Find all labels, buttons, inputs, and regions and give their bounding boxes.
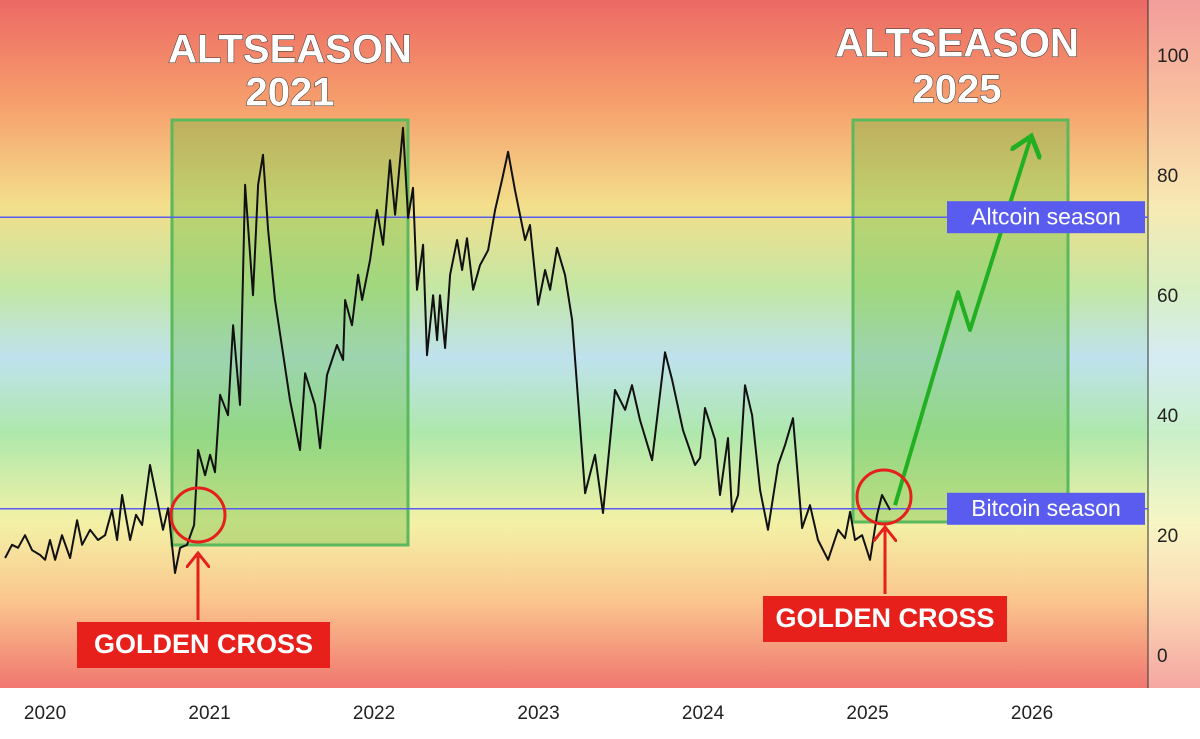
callout-box <box>77 622 330 668</box>
callout-label: GOLDEN CROSS <box>775 603 994 633</box>
season-title: ALTSEASON <box>168 28 412 72</box>
axis-strip <box>1148 0 1200 688</box>
callout-box <box>763 596 1007 642</box>
x-tick-label: 2024 <box>682 703 725 724</box>
season-title: ALTSEASON <box>835 22 1079 66</box>
reference-label-box <box>947 492 1145 525</box>
y-tick-label: 80 <box>1157 166 1178 187</box>
y-tick-label: 40 <box>1157 406 1178 427</box>
index-line <box>4 126 891 574</box>
season-title: 2021 <box>246 71 335 115</box>
cross-circle <box>169 486 227 544</box>
x-tick-label: 2025 <box>846 703 888 724</box>
season-title: 2025 <box>913 68 1002 112</box>
background <box>0 0 1200 688</box>
annotations: 0 20 40 60 80 100 2020 2021 2022 2023 2024 2025 2026… <box>24 21 1189 724</box>
highlight-box <box>170 118 410 547</box>
highlight-box <box>851 118 1070 524</box>
x-tick-label: 2021 <box>188 703 230 724</box>
y-tick-label: 20 <box>1157 526 1178 547</box>
cross-circle <box>855 468 913 526</box>
x-tick-label: 2026 <box>1011 703 1053 724</box>
y-tick-label: 60 <box>1157 286 1178 307</box>
reference-label: Altcoin season <box>971 203 1121 229</box>
callout-label: GOLDEN CROSS <box>94 629 313 659</box>
x-tick-label: 2022 <box>353 703 395 724</box>
y-tick-label: 0 <box>1157 646 1168 667</box>
x-tick-label: 2023 <box>517 703 559 724</box>
reference-label-box <box>947 201 1145 234</box>
y-tick-label: 100 <box>1157 46 1189 67</box>
reference-label: Bitcoin season <box>971 495 1121 521</box>
x-tick-label: 2020 <box>24 703 66 724</box>
projection-line <box>893 140 1030 506</box>
